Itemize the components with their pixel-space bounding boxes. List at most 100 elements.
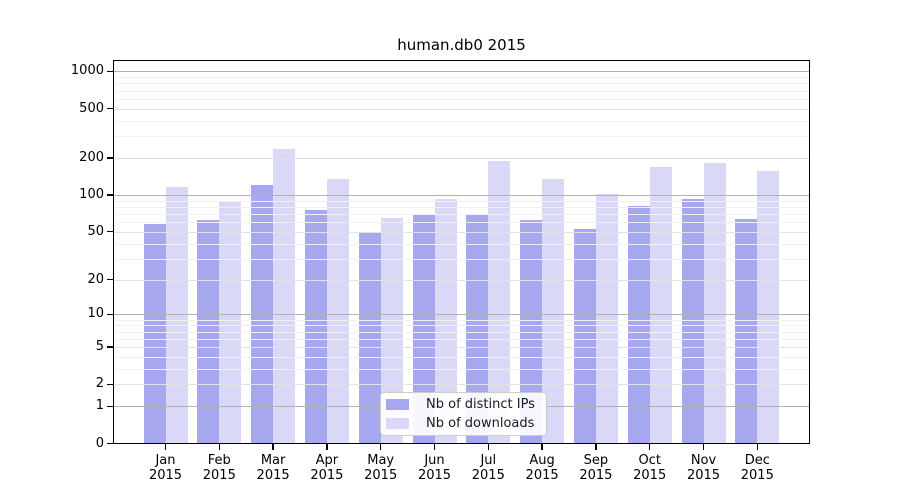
x-axis-month-text: Jun: [424, 452, 445, 468]
x-axis-tick-oct: [649, 444, 651, 450]
gridline-3: [114, 368, 810, 370]
x-axis-tick-jul: [487, 444, 489, 450]
y-axis-tick-100: [107, 194, 113, 196]
y-axis-tick-0: [107, 442, 113, 445]
gridline-600: [114, 98, 810, 100]
x-axis-month-text: Mar: [260, 452, 286, 468]
x-axis-month-text: Jan: [155, 452, 176, 468]
bar-distinct-ips-dec: [735, 218, 758, 444]
bar-distinct-ips-nov: [681, 198, 704, 444]
x-axis-month-text: Apr: [315, 452, 339, 468]
y-axis-tick-1: [107, 405, 113, 407]
x-axis-tick-feb: [218, 444, 220, 450]
x-axis-tick-label-jul: Jul 2015: [458, 453, 518, 484]
x-axis-tick-sep: [595, 444, 597, 450]
gridline-9: [114, 319, 810, 321]
x-axis-tick-dec: [756, 444, 758, 450]
x-axis-tick-label-jun: Jun 2015: [405, 453, 465, 484]
x-axis-tick-label-apr: Apr 2015: [297, 453, 357, 484]
gridline-200: [114, 157, 810, 159]
x-axis-year-text: 2015: [471, 468, 505, 483]
x-axis-month-text: Oct: [638, 452, 661, 468]
x-axis-tick-nov: [702, 444, 705, 450]
bar-distinct-ips-sep: [573, 228, 596, 444]
gridline-50: [114, 231, 810, 233]
x-axis-year-text: 2015: [364, 468, 398, 483]
gridline-1000: [114, 71, 810, 73]
bar-downloads-feb: [219, 200, 242, 444]
x-axis-year-text: 2015: [579, 468, 613, 483]
x-axis-month-text: Feb: [207, 452, 231, 468]
y-axis-tick-5: [107, 346, 113, 348]
y-axis-tick-label-1000: 1000: [70, 63, 104, 79]
gridline-5: [114, 347, 810, 348]
gridline-40: [114, 243, 810, 245]
x-axis-year-text: 2015: [633, 468, 667, 483]
bar-downloads-dec: [757, 171, 780, 444]
legend-swatch-downloads: [386, 418, 409, 429]
x-axis-month-text: Sep: [583, 452, 609, 468]
y-axis-tick-label-10: 10: [87, 306, 104, 322]
bar-downloads-may: [380, 217, 403, 444]
gridline-80: [114, 206, 810, 208]
bar-downloads-nov: [703, 162, 726, 444]
x-axis-month-text: May: [367, 452, 395, 468]
bar-downloads-sep: [595, 193, 618, 444]
gridline-900: [114, 77, 810, 79]
y-axis-tick-label-50: 50: [87, 223, 104, 239]
y-axis-tick-label-100: 100: [79, 186, 104, 202]
y-axis-tick-label-0: 0: [95, 435, 104, 451]
legend-label-downloads: Nb of downloads: [426, 416, 535, 431]
gridline-800: [114, 83, 810, 85]
x-axis-tick-label-may: May 2015: [351, 453, 411, 484]
y-axis-tick-500: [107, 108, 113, 110]
y-axis-tick-label-1: 1: [95, 398, 104, 414]
bar-distinct-ips-oct: [627, 205, 650, 444]
x-axis-tick-label-mar: Mar 2015: [243, 453, 303, 484]
gridline-30: [114, 258, 810, 260]
x-axis-year-text: 2015: [310, 468, 344, 483]
x-axis-tick-label-feb: Feb 2015: [189, 453, 249, 484]
gridline-6: [114, 338, 810, 340]
gridline-700: [114, 90, 810, 92]
chart-title: human.db0 2015: [397, 36, 526, 54]
bar-downloads-apr: [326, 179, 349, 444]
gridline-300: [114, 136, 810, 138]
gridline-90: [114, 200, 810, 202]
y-axis-tick-10: [107, 313, 113, 315]
y-axis-tick-label-5: 5: [95, 339, 104, 354]
y-axis-tick-label-500: 500: [79, 100, 104, 116]
x-axis-month-text: Aug: [529, 452, 555, 468]
gridline-2: [114, 384, 810, 386]
legend-item-distinct-ips: Nb of distinct IPs: [386, 395, 540, 414]
bar-downloads-jun: [434, 198, 457, 444]
x-axis-tick-label-jan: Jan 2015: [136, 453, 196, 484]
x-axis-tick-aug: [541, 444, 543, 450]
bar-downloads-oct: [649, 166, 672, 444]
y-axis-tick-label-200: 200: [79, 149, 104, 165]
x-axis-tick-may: [380, 444, 382, 450]
legend: Nb of distinct IPs Nb of downloads: [380, 392, 547, 436]
x-axis-tick-label-sep: Sep 2015: [566, 453, 626, 484]
gridline-100: [114, 194, 810, 196]
gridline-400: [114, 120, 810, 122]
gridline-4: [114, 356, 810, 358]
x-axis-year-text: 2015: [686, 468, 721, 483]
gridline-10: [114, 314, 810, 316]
x-axis-month-text: Jul: [480, 452, 497, 468]
gridline-7: [114, 331, 810, 333]
y-axis-tick-1000: [107, 70, 113, 73]
bar-distinct-ips-jul: [466, 214, 489, 444]
y-axis-tick-label-20: 20: [87, 271, 104, 287]
x-axis-year-text: 2015: [202, 468, 236, 483]
y-axis-tick-2: [107, 383, 113, 385]
bar-downloads-jul: [488, 160, 511, 444]
x-axis-tick-label-dec: Dec 2015: [727, 453, 787, 484]
x-axis-tick-apr: [326, 444, 328, 450]
x-axis-year-text: 2015: [256, 468, 290, 483]
x-axis-month-text: Nov: [690, 452, 717, 468]
bar-distinct-ips-jun: [412, 214, 435, 444]
legend-item-downloads: Nb of downloads: [386, 414, 540, 433]
